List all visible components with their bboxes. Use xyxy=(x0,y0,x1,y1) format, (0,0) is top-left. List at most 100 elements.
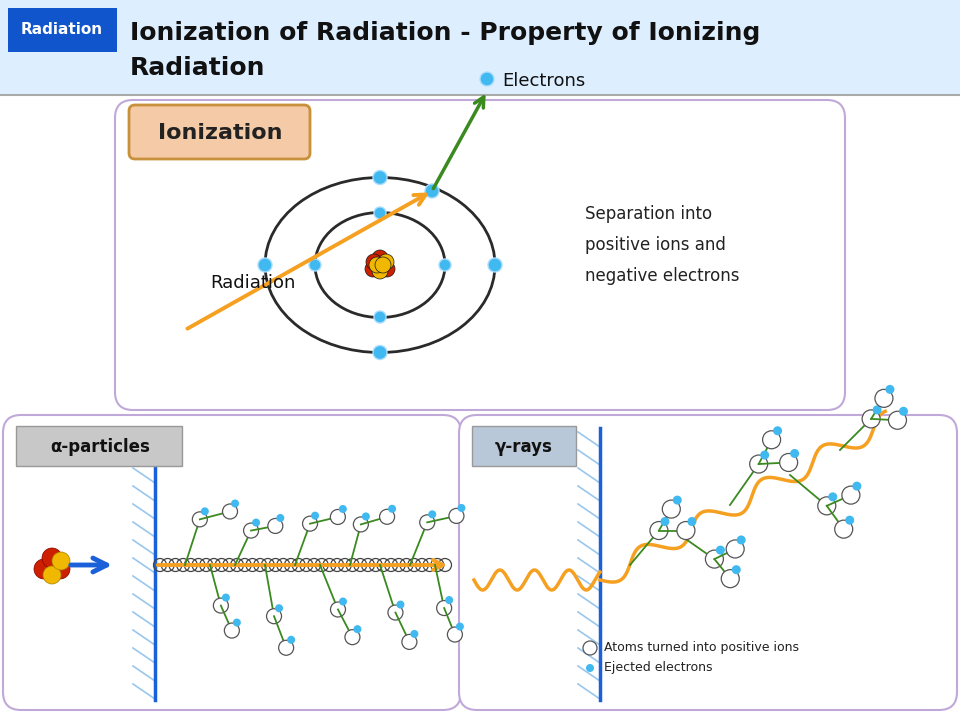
Circle shape xyxy=(687,517,696,526)
Circle shape xyxy=(373,346,387,359)
Circle shape xyxy=(873,405,881,415)
Circle shape xyxy=(583,641,597,655)
Circle shape xyxy=(662,500,681,518)
Circle shape xyxy=(732,565,741,574)
Circle shape xyxy=(439,259,451,271)
Circle shape xyxy=(379,509,395,524)
Circle shape xyxy=(673,495,682,505)
Circle shape xyxy=(252,518,260,526)
Circle shape xyxy=(233,618,241,626)
Circle shape xyxy=(345,630,360,644)
Text: Ionization: Ionization xyxy=(157,123,282,143)
Circle shape xyxy=(369,257,385,273)
Circle shape xyxy=(192,512,207,527)
Text: Separation into
positive ions and
negative electrons: Separation into positive ions and negati… xyxy=(585,205,739,284)
Circle shape xyxy=(428,510,436,518)
Circle shape xyxy=(372,250,388,266)
Circle shape xyxy=(420,515,435,530)
Circle shape xyxy=(899,407,908,415)
Circle shape xyxy=(339,505,347,513)
Circle shape xyxy=(425,184,439,198)
Circle shape xyxy=(828,492,837,501)
FancyBboxPatch shape xyxy=(8,8,117,52)
FancyBboxPatch shape xyxy=(115,100,845,410)
Circle shape xyxy=(760,451,769,459)
Circle shape xyxy=(50,559,70,579)
Circle shape xyxy=(437,600,451,616)
Circle shape xyxy=(834,520,852,538)
Circle shape xyxy=(480,72,494,86)
Circle shape xyxy=(726,540,744,558)
Circle shape xyxy=(311,512,319,520)
Circle shape xyxy=(278,640,294,655)
Circle shape xyxy=(379,261,395,277)
Circle shape xyxy=(762,431,780,449)
Circle shape xyxy=(396,600,404,608)
Circle shape xyxy=(716,546,725,554)
Circle shape xyxy=(353,625,361,633)
Text: Ejected electrons: Ejected electrons xyxy=(604,662,712,675)
Circle shape xyxy=(42,548,62,568)
Text: Atoms turned into positive ions: Atoms turned into positive ions xyxy=(604,642,799,654)
Circle shape xyxy=(852,482,861,490)
Circle shape xyxy=(780,454,798,472)
Circle shape xyxy=(268,518,283,534)
Circle shape xyxy=(457,504,466,512)
Circle shape xyxy=(445,596,453,604)
Circle shape xyxy=(330,602,346,617)
Circle shape xyxy=(410,630,419,638)
Circle shape xyxy=(660,517,669,526)
Circle shape xyxy=(365,261,381,277)
Circle shape xyxy=(372,263,388,279)
Circle shape xyxy=(223,504,237,519)
Circle shape xyxy=(366,254,382,270)
Circle shape xyxy=(447,627,463,642)
Circle shape xyxy=(222,593,229,602)
Circle shape xyxy=(388,505,396,513)
Circle shape xyxy=(201,508,209,516)
Circle shape xyxy=(677,521,695,539)
Circle shape xyxy=(353,517,369,532)
Circle shape xyxy=(456,623,464,631)
Circle shape xyxy=(842,486,860,504)
Circle shape xyxy=(231,500,239,508)
Circle shape xyxy=(244,523,258,538)
Circle shape xyxy=(875,390,893,408)
Circle shape xyxy=(374,311,386,323)
Circle shape xyxy=(885,385,895,394)
Circle shape xyxy=(276,514,284,522)
Text: γ-rays: γ-rays xyxy=(495,438,553,456)
Circle shape xyxy=(750,455,768,473)
Text: α-particles: α-particles xyxy=(50,438,150,456)
FancyBboxPatch shape xyxy=(16,426,182,466)
Circle shape xyxy=(449,508,464,523)
Circle shape xyxy=(818,497,836,515)
Circle shape xyxy=(34,559,54,579)
Circle shape xyxy=(862,410,880,428)
Circle shape xyxy=(373,171,387,184)
Circle shape xyxy=(362,513,370,521)
Circle shape xyxy=(267,608,281,624)
Circle shape xyxy=(43,566,61,584)
Circle shape xyxy=(378,254,394,270)
Circle shape xyxy=(375,257,391,273)
Circle shape xyxy=(790,449,799,458)
Text: Radiation: Radiation xyxy=(21,22,103,37)
FancyBboxPatch shape xyxy=(3,415,461,710)
Circle shape xyxy=(888,411,906,429)
FancyBboxPatch shape xyxy=(459,415,957,710)
Circle shape xyxy=(706,550,724,568)
Circle shape xyxy=(213,598,228,613)
Circle shape xyxy=(402,634,417,649)
Circle shape xyxy=(258,258,272,272)
Circle shape xyxy=(52,552,70,570)
Circle shape xyxy=(302,516,318,531)
Circle shape xyxy=(374,207,386,219)
FancyBboxPatch shape xyxy=(472,426,576,466)
Text: Radiation: Radiation xyxy=(130,56,266,80)
Circle shape xyxy=(225,623,239,638)
Circle shape xyxy=(488,258,502,272)
Circle shape xyxy=(736,536,746,544)
Circle shape xyxy=(309,259,321,271)
Circle shape xyxy=(586,664,594,672)
